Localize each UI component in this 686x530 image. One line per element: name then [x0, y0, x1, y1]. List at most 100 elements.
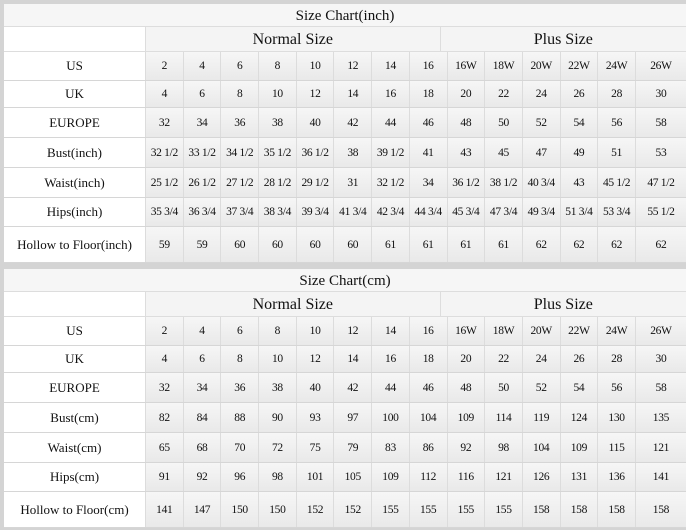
table-cell: 115: [597, 433, 635, 462]
table-cell: 131: [559, 463, 598, 491]
table-cell: 12: [295, 346, 334, 372]
table-cell: 109: [559, 433, 598, 462]
table-cell: 26W: [634, 317, 686, 345]
table-cell: 44: [371, 373, 409, 402]
table-cell: 155: [484, 492, 522, 527]
table-cell: 91: [145, 463, 183, 491]
row-label: Waist(inch): [4, 168, 145, 197]
table-cell: 84: [182, 403, 221, 432]
table-cell: 109: [371, 463, 409, 491]
table-row: UK 4 6 8 10 12 14 16 18 20 22 24 26 28 30: [4, 346, 686, 373]
table-cell: 40: [295, 108, 334, 137]
table-cell: 22W: [559, 317, 598, 345]
table-cell: 88: [220, 403, 259, 432]
table-cell: 45 3/4: [446, 198, 485, 226]
table-cell: 20: [446, 346, 485, 372]
table-cell: 53: [634, 138, 686, 167]
table-cell: 16W: [446, 52, 485, 80]
table-cell: 32: [145, 373, 183, 402]
table-cell: 150: [220, 492, 259, 527]
table-cell: 14: [333, 81, 372, 107]
table-cell: 158: [559, 492, 598, 527]
table-cell: 34: [408, 168, 447, 197]
row-label: Bust(inch): [4, 138, 145, 167]
normal-size-header: Normal Size: [145, 292, 440, 316]
table-cell: 26 1/2: [182, 168, 221, 197]
table-cell: 158: [521, 492, 560, 527]
table-cell: 34: [182, 108, 221, 137]
table-cell: 32: [145, 108, 183, 137]
table-cell: 12: [295, 81, 334, 107]
table-cell: 61: [371, 227, 409, 262]
table-cell: 60: [295, 227, 334, 262]
table-cell: 56: [597, 373, 635, 402]
table-cell: 36 3/4: [182, 198, 221, 226]
table-cell: 35 1/2: [258, 138, 296, 167]
table-cell: 56: [597, 108, 635, 137]
table-cell: 48: [446, 373, 485, 402]
table-cell: 40: [295, 373, 334, 402]
size-chart-inch: Size Chart(inch) Normal Size Plus Size U…: [4, 4, 686, 263]
table-cell: 38: [333, 138, 372, 167]
table-cell: 32 1/2: [145, 138, 183, 167]
table-cell: 58: [634, 108, 686, 137]
table-cell: 14: [371, 52, 409, 80]
table-cell: 45 1/2: [597, 168, 635, 197]
table-cell: 38: [258, 373, 296, 402]
table-cell: 83: [371, 433, 409, 462]
table-cell: 24W: [597, 52, 635, 80]
table-cell: 20: [446, 81, 485, 107]
table-cell: 52: [521, 108, 560, 137]
table-row: EUROPE 32 34 36 38 40 42 44 46 48 50 52 54 56 58: [4, 108, 686, 138]
table-cell: 43: [446, 138, 485, 167]
table-cell: 8: [258, 317, 296, 345]
table-row: Hollow to Floor(cm) 141 147 150 150 152 152 155…: [4, 492, 686, 528]
table-cell: 51: [597, 138, 635, 167]
table-cell: 158: [597, 492, 635, 527]
table-cell: 93: [295, 403, 334, 432]
table-cell: 33 1/2: [182, 138, 221, 167]
table-cell: 121: [484, 463, 522, 491]
table-cell: 10: [258, 81, 296, 107]
table-cell: 8: [258, 52, 296, 80]
table-cell: 61: [408, 227, 447, 262]
table-cell: 6: [220, 317, 259, 345]
table-cell: 30: [634, 346, 686, 372]
table-cell: 10: [295, 52, 334, 80]
table-cell: 39 3/4: [295, 198, 334, 226]
table-cell: 35 3/4: [145, 198, 183, 226]
table-cell: 60: [333, 227, 372, 262]
table-cell: 58: [634, 373, 686, 402]
table-cell: 49: [559, 138, 598, 167]
table-cell: 34: [182, 373, 221, 402]
table-cell: 26W: [634, 52, 686, 80]
table-cell: 10: [295, 317, 334, 345]
table-cell: 41 3/4: [333, 198, 372, 226]
table-row: Bust(cm) 82 84 88 90 93 97 100 104 109 114 119 124 13…: [4, 403, 686, 433]
table-cell: 36 1/2: [295, 138, 334, 167]
table-cell: 4: [145, 346, 183, 372]
table-cell: 20W: [521, 317, 560, 345]
row-label: US: [4, 317, 145, 345]
table-cell: 109: [446, 403, 485, 432]
table-row: US 2 4 6 8 10 12 14 16 16W 18W 20W 22W 24W 26W: [4, 52, 686, 81]
table-cell: 70: [220, 433, 259, 462]
table-cell: 68: [182, 433, 221, 462]
table-cell: 37 3/4: [220, 198, 259, 226]
table-cell: 155: [446, 492, 485, 527]
table-row: Hips(inch) 35 3/4 36 3/4 37 3/4 38 3/4 39 3/4…: [4, 198, 686, 227]
table-cell: 61: [484, 227, 522, 262]
table-cell: 92: [182, 463, 221, 491]
table-cell: 54: [559, 373, 598, 402]
table-cell: 104: [521, 433, 560, 462]
table-cell: 72: [258, 433, 296, 462]
table-row: Hips(cm) 91 92 96 98 101 105 109 112 116 121 126 131…: [4, 463, 686, 492]
table-row: Hollow to Floor(inch) 59 59 60 60 60 60 61 61 61 6…: [4, 227, 686, 263]
table-cell: 42 3/4: [371, 198, 409, 226]
table-cell: 6: [182, 81, 221, 107]
table-cell: 6: [182, 346, 221, 372]
table-cell: 50: [484, 373, 522, 402]
table-cell: 26: [559, 346, 598, 372]
table-cell: 46: [408, 373, 447, 402]
table-cell: 28: [597, 81, 635, 107]
